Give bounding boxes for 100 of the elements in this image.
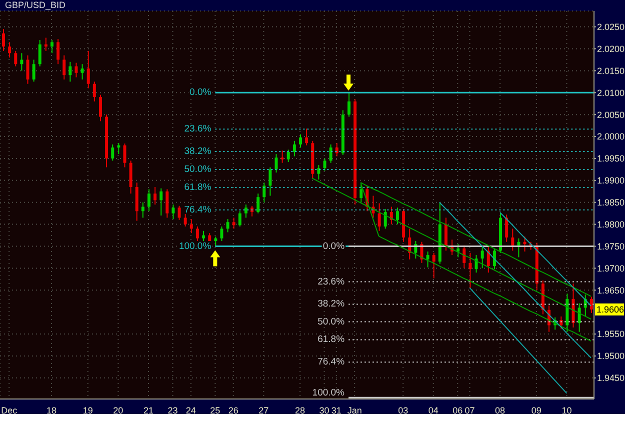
candlestick	[590, 296, 593, 314]
y-tick-label: 2.0200	[597, 44, 625, 54]
candlestick	[329, 144, 332, 164]
candlestick	[432, 252, 436, 279]
candlestick	[280, 150, 284, 164]
candlestick	[232, 217, 236, 230]
candlestick	[80, 64, 84, 80]
x-tick-label: 18	[46, 405, 57, 416]
candlestick	[480, 246, 484, 269]
x-tick-label: 07	[464, 405, 475, 416]
x-tick-label: 27	[258, 405, 269, 416]
candlestick	[323, 158, 326, 172]
line-series	[438, 202, 592, 358]
candlestick	[32, 59, 36, 82]
candlestick	[347, 92, 350, 118]
y-tick-label: 1.9650	[597, 285, 625, 296]
annotation: 38.2%	[184, 146, 212, 157]
annotation: 38.2%	[318, 298, 346, 310]
candlestick	[299, 134, 302, 148]
x-tick-label: 25	[210, 405, 220, 416]
candlestick	[50, 39, 54, 54]
candlestick	[396, 207, 399, 225]
candlestick	[166, 188, 169, 218]
candlestick	[511, 228, 514, 252]
candlestick	[147, 188, 150, 212]
candlestick	[292, 140, 296, 157]
x-tick-label: 04	[428, 405, 438, 416]
candlestick	[426, 251, 430, 268]
candlestick	[98, 94, 102, 122]
candlestick	[384, 208, 387, 230]
x-tick-label: 28	[295, 405, 306, 416]
candlestick	[456, 244, 460, 258]
annotation: 23.6%	[184, 124, 212, 135]
annotation: 100.0%	[178, 240, 212, 252]
candlestick	[505, 214, 508, 242]
candlestick	[44, 37, 48, 52]
annotation: 61.8%	[318, 334, 346, 346]
candlestick	[468, 252, 472, 288]
x-tick-label: 10	[562, 405, 572, 416]
candlestick	[190, 218, 193, 234]
x-tick-label: 20	[113, 405, 124, 416]
annotation: 50.0%	[184, 164, 212, 175]
candlestick	[74, 62, 78, 78]
candlestick	[560, 316, 563, 330]
x-tick-label: 03	[398, 405, 408, 416]
x-tick-label: 21	[143, 405, 154, 416]
candlestick	[86, 50, 90, 89]
x-tick-label: Jan	[347, 405, 362, 416]
candlestick	[523, 236, 526, 252]
annotation: 23.6%	[318, 276, 346, 288]
x-tick-label: 31	[331, 405, 342, 416]
candlestick	[56, 38, 60, 65]
candlestick	[20, 52, 24, 72]
candlestick	[486, 246, 490, 274]
candlestick	[335, 142, 338, 157]
candlestick	[220, 226, 224, 242]
y-tick-label: 2.0250	[597, 22, 625, 32]
y-tick-label: 2.0000	[597, 132, 625, 142]
candlestick	[226, 218, 230, 233]
y-tick-label: 1.9950	[597, 154, 625, 164]
candlestick	[286, 149, 290, 162]
annotation: 100.0%	[312, 388, 346, 398]
x-tick-label: 30	[319, 405, 330, 416]
candlestick	[38, 39, 42, 67]
candlestick	[196, 226, 199, 242]
candlestick	[214, 236, 218, 247]
candlestick	[178, 205, 181, 220]
y-tick-label: 1.9850	[597, 198, 625, 208]
y-tick-label: 1.9550	[597, 329, 625, 340]
candlestick	[268, 166, 272, 196]
candlestick	[14, 50, 18, 67]
x-tick-label: 19	[82, 405, 93, 416]
candlestick	[160, 188, 163, 216]
y-tick-label: 1.9500	[597, 351, 625, 362]
candlestick	[492, 248, 496, 270]
candlestick	[117, 142, 120, 155]
x-tick-label: 09	[531, 405, 542, 416]
x-tick-label: 08	[495, 405, 506, 416]
annotation: 61.8%	[184, 182, 212, 193]
candlestick	[360, 182, 363, 203]
x-tick-label: 26	[228, 405, 238, 416]
candlestick	[517, 238, 520, 258]
annotation: 76.4%	[184, 204, 212, 216]
candlestick	[256, 193, 260, 214]
candlestick	[62, 54, 66, 80]
candlestick	[26, 54, 30, 84]
candlestick	[262, 182, 266, 203]
candlestick	[111, 144, 114, 162]
candlestick	[123, 143, 126, 168]
annotation: 76.4%	[318, 356, 346, 368]
candlestick	[154, 186, 157, 206]
y-tick-label: 2.0150	[597, 66, 625, 76]
y-tick-label: 1.9450	[597, 373, 625, 384]
x-tick-label: 23	[168, 405, 178, 416]
y-tick-label: 1.9700	[597, 263, 625, 274]
candlestick	[92, 81, 96, 102]
candlestick	[8, 42, 12, 58]
y-tick-label: 2.0050	[597, 110, 625, 120]
x-tick-label: 06	[452, 405, 463, 416]
y-tick-label: 1.9750	[597, 241, 625, 252]
